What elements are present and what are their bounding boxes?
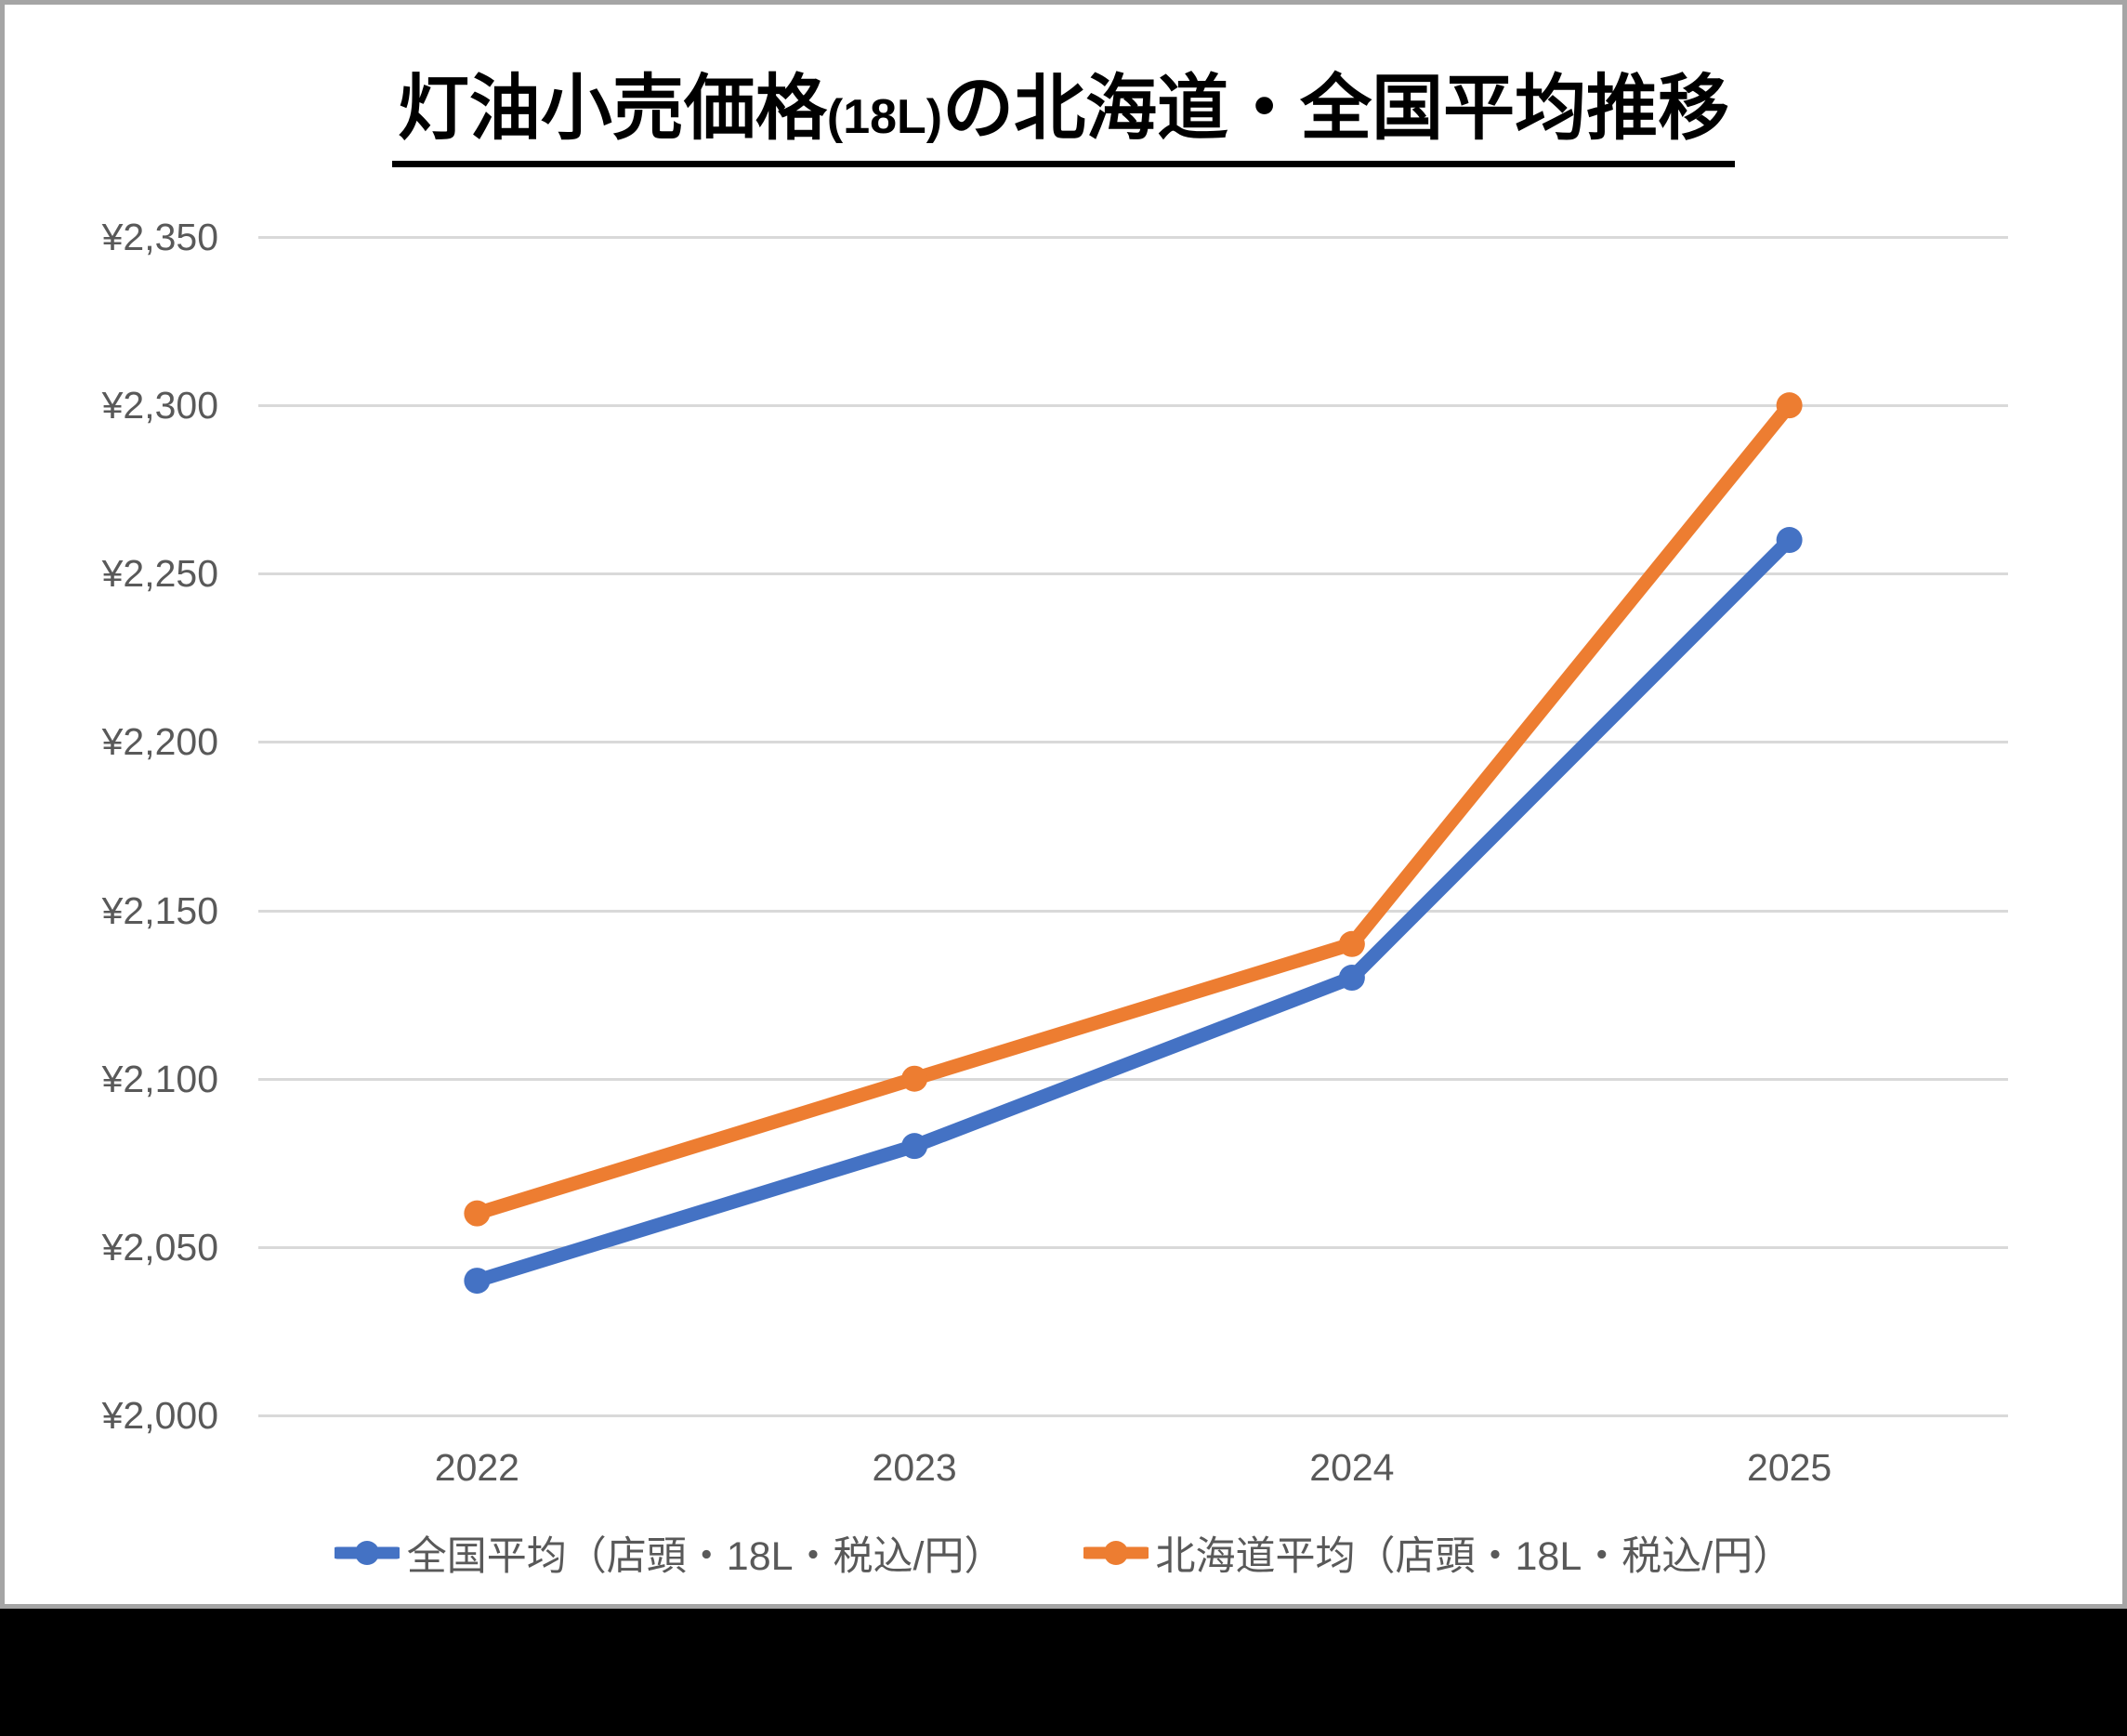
x-axis-label: 2025 (1747, 1446, 1832, 1489)
data-point (901, 1065, 928, 1092)
gridline (258, 909, 2008, 913)
y-axis-label: ¥2,300 (101, 384, 218, 427)
gridline (258, 572, 2008, 576)
legend-item: 全国平均（店頭・18L・税込/円） (334, 1524, 1004, 1582)
x-axis-label: 2023 (872, 1446, 957, 1489)
data-point (901, 1133, 928, 1160)
title-unit: (18L) (826, 90, 943, 144)
series-line-0 (469, 533, 1797, 1288)
y-axis-label: ¥2,350 (101, 216, 218, 258)
x-axis-label: 2024 (1309, 1446, 1395, 1489)
gridline (258, 404, 2008, 408)
series-layer (464, 392, 1803, 1295)
y-axis-label: ¥2,100 (101, 1057, 218, 1100)
data-point (1776, 392, 1803, 419)
x-axis-label: 2022 (434, 1446, 519, 1489)
legend-label: 北海道平均（店頭・18L・税込/円） (1155, 1534, 1793, 1579)
gridline (258, 1245, 2008, 1249)
legend-label: 全国平均（店頭・18L・税込/円） (406, 1534, 1004, 1579)
data-point (1338, 930, 1365, 957)
gridline (258, 236, 2008, 239)
chart-title: 灯油小売価格(18L)の北海道・全国平均推移 (5, 66, 2122, 168)
y-axis-label: ¥2,200 (101, 720, 218, 764)
chart-card: 灯油小売価格(18L)の北海道・全国平均推移 ¥2,350 ¥2,300 ¥2,25… (0, 0, 2127, 1609)
data-point (464, 1200, 491, 1227)
chart-title-text: 灯油小売価格(18L)の北海道・全国平均推移 (391, 66, 1736, 168)
data-point (464, 1268, 491, 1295)
y-axis-label: ¥2,000 (101, 1394, 218, 1437)
y-axis-label: ¥2,150 (101, 888, 218, 932)
gridline (258, 1077, 2008, 1081)
y-axis-label: ¥2,250 (101, 552, 218, 596)
legend: 全国平均（店頭・18L・税込/円） 北海道平均（店頭・18L・税込/円） (5, 1524, 2122, 1582)
data-point (1338, 965, 1365, 992)
legend-line-marker-icon (1083, 1541, 1149, 1565)
legend-line-marker-icon (334, 1541, 400, 1565)
y-axis-label: ¥2,050 (101, 1225, 218, 1269)
title-main-right: の北海道・全国平均推移 (942, 69, 1730, 149)
legend-item: 北海道平均（店頭・18L・税込/円） (1083, 1524, 1793, 1582)
series-line-1 (469, 398, 1797, 1221)
gridline (258, 741, 2008, 744)
data-point (1776, 527, 1803, 554)
title-main-left: 灯油小売価格 (397, 69, 827, 149)
gridline (258, 1414, 2008, 1417)
